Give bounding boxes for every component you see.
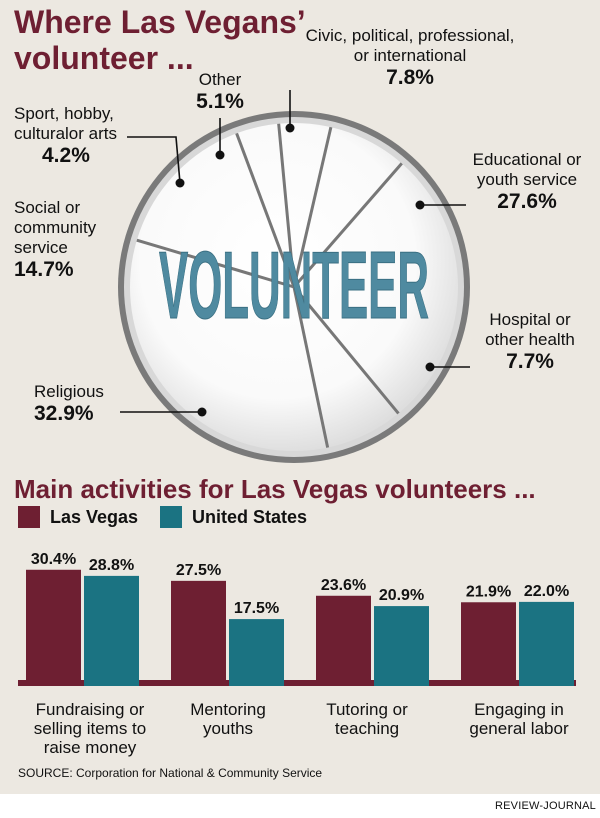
source-note: SOURCE: Corporation for National & Commu… bbox=[18, 766, 323, 780]
legend-las-vegas: Las Vegas bbox=[18, 506, 138, 528]
bar-las-vegas-2 bbox=[316, 595, 371, 686]
bar-chart: 30.4% 28.8% 27.5% 17.5% 23.6% 20.9% 21.9% 22.0% bbox=[18, 551, 576, 686]
x-label-tutoring-line2: teaching bbox=[334, 719, 400, 738]
bar-united-states-0 bbox=[84, 575, 139, 686]
pie-divider-3 bbox=[292, 286, 330, 448]
bar-baseline bbox=[18, 680, 576, 686]
x-label-mentoring-line2: youths bbox=[202, 719, 254, 738]
leader-line-sport bbox=[127, 136, 181, 184]
pie-label-hospital-line2: other health bbox=[485, 330, 575, 349]
bar-las-vegas-0 bbox=[26, 569, 81, 686]
pie-label-religious: Religious 32.9% bbox=[34, 382, 164, 426]
bar-title: Main activities for Las Vegas volunteers… bbox=[14, 474, 536, 504]
pie-label-other-line1: Other bbox=[198, 70, 242, 89]
bar-value-label-las-vegas-2: 23.6% bbox=[321, 577, 366, 594]
pie-label-educational-pct: 27.6% bbox=[497, 190, 557, 213]
center-word-volunteer: VOLUNTEER bbox=[159, 232, 429, 339]
x-label-fundraising-line1: Fundraising or bbox=[35, 700, 145, 719]
legend-united-states: United States bbox=[160, 506, 307, 528]
x-label-fundraising-line2: selling items to bbox=[33, 719, 147, 738]
bar-value-label-las-vegas-1: 27.5% bbox=[176, 562, 221, 579]
leader-dot-hospital bbox=[425, 362, 435, 372]
x-label-fundraising: Fundraising or selling items to raise mo… bbox=[15, 700, 165, 757]
pie-label-sport-line2: culturalor arts bbox=[14, 124, 117, 143]
pie-label-hospital-pct: 7.7% bbox=[506, 350, 554, 373]
leader-dot-sport bbox=[175, 178, 185, 188]
pie-title: Where Las Vegans’ volunteer ... bbox=[14, 4, 304, 76]
x-label-labor-line1: Engaging in bbox=[474, 700, 564, 719]
leader-dot-civic bbox=[285, 123, 295, 133]
pie-divider-0 bbox=[292, 126, 333, 288]
pie-label-hospital: Hospital or other health 7.7% bbox=[470, 310, 590, 374]
legend-swatch-united-states bbox=[160, 506, 182, 528]
pie-label-social: Social or community service 14.7% bbox=[14, 198, 144, 282]
bar-value-label-las-vegas-3: 21.9% bbox=[466, 583, 511, 600]
x-label-labor-line2: general labor bbox=[469, 719, 569, 738]
bar-las-vegas-3 bbox=[461, 602, 516, 686]
x-label-mentoring: Mentoring youths bbox=[153, 700, 303, 738]
x-label-mentoring-line1: Mentoring bbox=[190, 700, 266, 719]
bar-value-label-united-states-2: 20.9% bbox=[379, 587, 424, 604]
bar-united-states-1 bbox=[229, 619, 284, 686]
pie-divider-1 bbox=[292, 162, 403, 288]
bar-united-states-2 bbox=[374, 606, 429, 686]
leader-dot-other bbox=[215, 150, 225, 160]
pie-label-educational-line2: youth service bbox=[476, 170, 578, 189]
pie-label-civic-pct: 7.8% bbox=[386, 66, 434, 89]
pie-label-religious-pct: 32.9% bbox=[34, 402, 94, 425]
leader-dot-educational bbox=[415, 200, 425, 210]
pie-label-educational-line1: Educational or bbox=[472, 150, 582, 169]
pie-label-religious-line1: Religious bbox=[34, 382, 104, 401]
x-label-labor: Engaging in general labor bbox=[444, 700, 594, 738]
x-label-tutoring-line1: Tutoring or bbox=[326, 700, 408, 719]
legend-label-united-states: United States bbox=[192, 506, 308, 527]
pie-label-sport-pct: 4.2% bbox=[42, 144, 90, 167]
credit-line: REVIEW-JOURNAL bbox=[495, 800, 596, 812]
leader-dot-religious bbox=[197, 407, 207, 417]
pie-label-social-line1: Social or bbox=[14, 198, 81, 217]
pie-divider-2 bbox=[292, 286, 400, 415]
pie-label-educational: Educational or youth service 27.6% bbox=[462, 150, 592, 214]
pie-label-civic: Civic, political, professional, or inter… bbox=[285, 26, 535, 90]
bar-value-label-las-vegas-0: 30.4% bbox=[31, 551, 76, 568]
pie-label-other-pct: 5.1% bbox=[196, 90, 244, 113]
pie-divider-4 bbox=[136, 238, 295, 289]
pie-label-sport-line1: Sport, hobby, bbox=[14, 104, 114, 123]
pie-label-social-line3: service bbox=[14, 238, 68, 257]
x-label-fundraising-line3: raise money bbox=[43, 738, 137, 757]
pie-label-social-line2: community bbox=[14, 218, 97, 237]
pie-label-social-pct: 14.7% bbox=[14, 258, 74, 281]
pie-divider-5 bbox=[235, 132, 296, 288]
pie-chart: VOLUNTEER bbox=[118, 90, 470, 463]
pie-label-civic-line2: or international bbox=[353, 46, 467, 65]
bar-value-label-united-states-3: 22.0% bbox=[524, 583, 569, 600]
x-label-tutoring: Tutoring or teaching bbox=[292, 700, 442, 738]
pie-label-sport: Sport, hobby, culturalor arts 4.2% bbox=[14, 104, 164, 168]
legend-label-las-vegas: Las Vegas bbox=[50, 506, 139, 527]
bar-value-label-united-states-1: 17.5% bbox=[234, 600, 279, 617]
infographic-canvas: Where Las Vegans’ volunteer ... VOLUNTEE… bbox=[0, 0, 600, 794]
pie-divider-6 bbox=[277, 123, 296, 288]
bar-value-label-united-states-0: 28.8% bbox=[89, 557, 134, 574]
bar-united-states-3 bbox=[519, 601, 574, 686]
pie-label-hospital-line1: Hospital or bbox=[489, 310, 571, 329]
pie-label-civic-line1: Civic, political, professional, bbox=[305, 26, 515, 45]
legend-swatch-las-vegas bbox=[18, 506, 40, 528]
pie-label-other: Other 5.1% bbox=[180, 70, 260, 114]
bar-las-vegas-1 bbox=[171, 580, 226, 686]
